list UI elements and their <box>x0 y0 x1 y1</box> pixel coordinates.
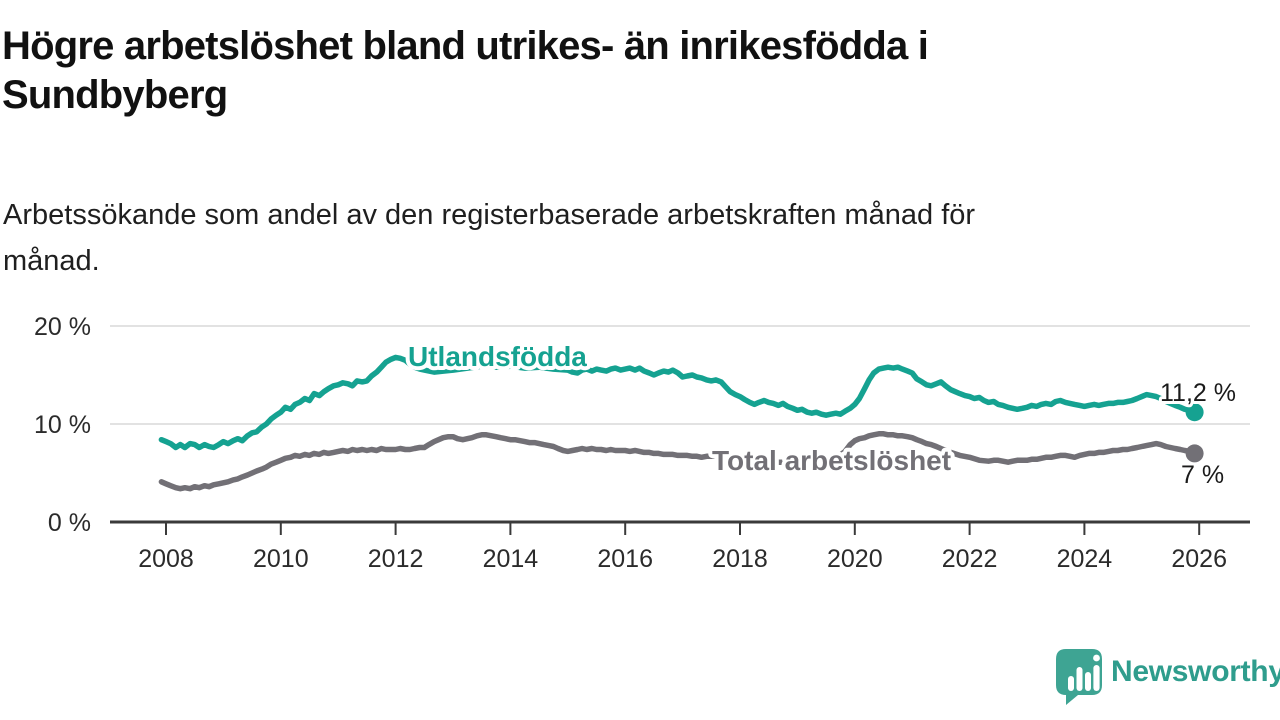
x-axis: 2008 2010 2012 2014 2016 2018 2020 2022 2024 2026 <box>110 520 1250 573</box>
newsworthy-logo-icon <box>1056 649 1102 705</box>
series-line-total <box>158 431 1198 492</box>
x-tick-label-2024: 2024 <box>1057 545 1113 573</box>
series-label-total: Total arbetslöshet <box>712 445 951 476</box>
page-subtitle: Arbetssökande som andel av den registerb… <box>3 199 976 277</box>
series-lines <box>158 354 1198 492</box>
logo-bar-3 <box>1085 672 1091 691</box>
x-tick-label-2018: 2018 <box>712 545 768 573</box>
x-tick-label-2020: 2020 <box>827 545 883 573</box>
x-tick-label-2012: 2012 <box>368 545 424 573</box>
logo-bar-2 <box>1076 667 1083 691</box>
logo-bar-1 <box>1068 676 1074 691</box>
x-tick-label-2016: 2016 <box>597 545 653 573</box>
end-dot-utlandsfodda <box>1185 403 1204 422</box>
y-tick-label-10: 10 % <box>34 411 91 439</box>
end-value-label-utlandsfodda: 11,2 % <box>1160 379 1236 407</box>
x-tick-label-2026: 2026 <box>1171 545 1227 573</box>
logo-exclamation-bar <box>1093 665 1100 691</box>
x-tick-label-2010: 2010 <box>253 545 309 573</box>
logo-exclamation-dot <box>1093 654 1100 662</box>
series-label-utlandsfodda: Utlandsfödda <box>408 341 587 372</box>
end-dot-total <box>1185 444 1204 463</box>
newsworthy-logo-text: Newsworthy <box>1111 655 1280 688</box>
x-tick-label-2022: 2022 <box>942 545 998 573</box>
gridlines: 0 % 10 % 20 % <box>34 313 1250 537</box>
x-tick-label-2008: 2008 <box>138 545 194 573</box>
y-tick-label-0: 0 % <box>48 509 91 537</box>
x-tick-label-2014: 2014 <box>483 545 539 573</box>
end-value-label-total: 7 % <box>1181 461 1224 489</box>
newsworthy-logo: Newsworthy <box>1056 649 1280 706</box>
page-title: Högre arbetslöshet bland utrikes- än inr… <box>2 24 929 117</box>
series-line-utlandsfodda <box>158 354 1198 451</box>
y-tick-label-20: 20 % <box>34 313 91 341</box>
chart-labels: Utlandsfödda 11,2 % Total arbetslöshet 7 % <box>404 337 1239 492</box>
